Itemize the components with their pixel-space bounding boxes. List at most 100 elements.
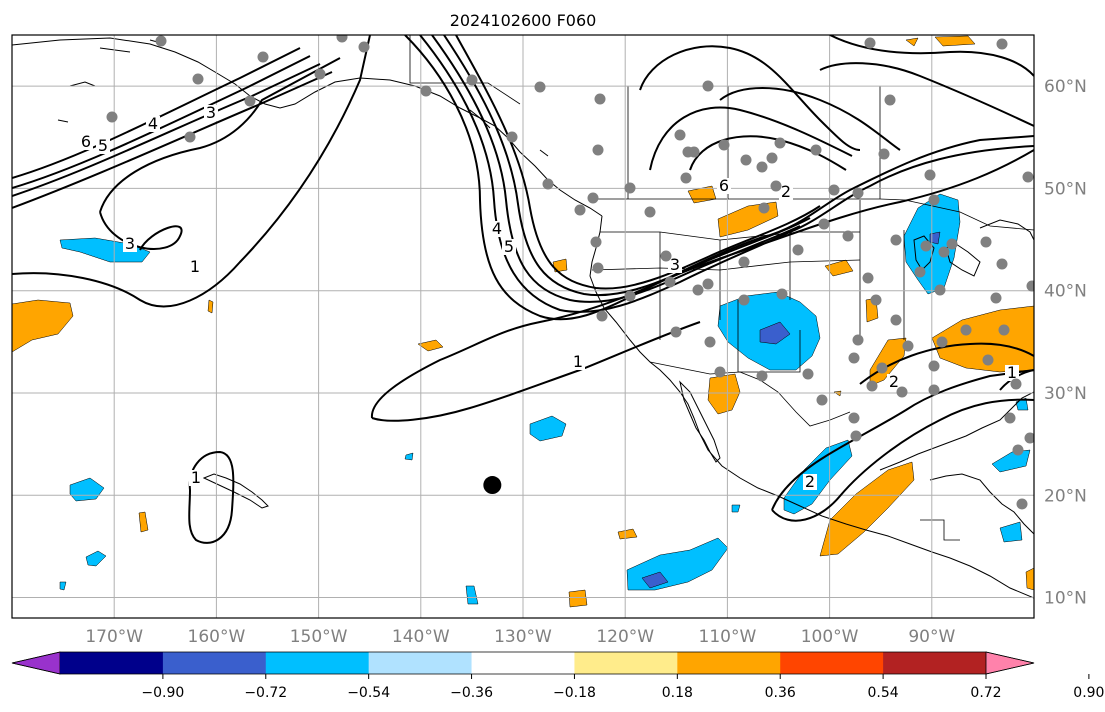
station-dot	[928, 360, 940, 372]
station-dot	[934, 284, 946, 296]
contour-label: 4	[148, 114, 158, 133]
station-dot	[155, 35, 167, 47]
station-dot	[884, 94, 896, 106]
station-dot	[420, 85, 432, 97]
station-dot	[878, 148, 890, 160]
colorbar-segment	[162, 652, 267, 674]
station-dot	[592, 262, 604, 274]
station-dot	[756, 370, 768, 382]
contour-label: 5	[98, 136, 108, 155]
colorbar-tick-label: 0.90	[1073, 685, 1104, 701]
colorbar-extend-high	[985, 651, 1035, 675]
contour-label-bg	[204, 105, 218, 121]
contour-label-bg	[188, 259, 202, 275]
station-dot	[850, 430, 862, 442]
colorbar-tick-label: 0.54	[868, 685, 899, 701]
station-dot	[257, 51, 269, 63]
colorbar-segment	[780, 652, 884, 674]
station-dot	[792, 244, 804, 256]
station-dot	[852, 187, 864, 199]
station-dot	[818, 218, 830, 230]
longitude-tick-label: 140°W	[392, 627, 450, 647]
station-dot	[506, 131, 518, 143]
station-dot	[624, 290, 636, 302]
station-dot	[1024, 432, 1034, 444]
station-dot	[770, 180, 782, 192]
station-dot	[920, 240, 932, 252]
latitude-tick-label: 20°N	[1044, 486, 1087, 506]
contour-label: 1	[1007, 363, 1017, 382]
station-dot	[1022, 171, 1034, 183]
contour-label-bg	[502, 239, 516, 255]
contour-label: 1	[190, 257, 200, 276]
station-dot	[192, 73, 204, 85]
station-dot	[982, 354, 994, 366]
colorbar-tick-label: 0.36	[765, 685, 796, 701]
graticule	[12, 35, 1034, 618]
colorbar-segment	[574, 652, 678, 674]
contour-label: 2	[889, 372, 899, 391]
contour-label: 3	[206, 103, 216, 122]
station-dot	[714, 366, 726, 378]
station-dot	[852, 334, 864, 346]
contours	[12, 35, 1034, 544]
station-dot	[756, 161, 768, 173]
station-dot	[244, 95, 256, 107]
station-dot	[670, 326, 682, 338]
station-dot	[766, 152, 778, 164]
contour-label: 5	[504, 237, 514, 256]
station-dot	[928, 384, 940, 396]
station-dot	[314, 68, 326, 80]
station-dot	[842, 230, 854, 242]
station-dot	[890, 234, 902, 246]
contour-label-bg	[189, 470, 203, 486]
latitude-tick-label: 60°N	[1044, 77, 1087, 97]
colorbar-segment	[60, 652, 164, 674]
station-dot	[688, 146, 700, 158]
contour-label-bg	[490, 221, 504, 237]
station-dot	[184, 131, 196, 143]
contour-label-bg	[123, 236, 137, 252]
station-dot	[1026, 280, 1034, 292]
station-dot	[704, 336, 716, 348]
station-dot	[980, 236, 992, 248]
contour-label: 1	[191, 468, 201, 487]
station-dot	[924, 169, 936, 181]
contour-label: 1	[573, 352, 583, 371]
station-dot	[946, 238, 958, 250]
colorbar-tick-label: 0.18	[662, 685, 693, 701]
station-dot	[896, 386, 908, 398]
station-dot	[574, 204, 586, 216]
contour-label: 4	[492, 219, 502, 238]
station-dot	[1004, 412, 1016, 424]
contour-label-bg	[571, 354, 585, 370]
location-marker	[483, 476, 502, 495]
contour-label-bg	[887, 374, 901, 390]
longitude-tick-label: 90°W	[908, 627, 955, 647]
station-dot	[542, 178, 554, 190]
contour-label-bg	[79, 134, 93, 150]
colorbar-tick-label: −0.90	[141, 685, 184, 701]
station-dot	[692, 284, 704, 296]
station-dot	[674, 129, 686, 141]
station-dot	[862, 272, 874, 284]
contour-label-bg	[779, 184, 793, 200]
station-dot	[590, 236, 602, 248]
contour-label: 2	[805, 472, 815, 491]
colorbar-tick-label: −0.18	[553, 685, 596, 701]
station-dot	[702, 80, 714, 92]
station-dot	[960, 324, 972, 336]
contour-label: 3	[125, 234, 135, 253]
colorbar-segment	[368, 652, 473, 674]
latitude-labels: 60°N 50°N 40°N 30°N 20°N 10°N	[1044, 77, 1087, 608]
colorbar-tick-label: 0.72	[970, 685, 1001, 701]
station-dot	[890, 314, 902, 326]
station-dot	[928, 194, 940, 206]
contour-label: 6	[719, 176, 729, 195]
longitude-labels: 170°W 160°W 150°W 140°W 130°W 120°W 110°W 100°W…	[85, 627, 955, 647]
station-dot	[902, 340, 914, 352]
station-dot	[810, 144, 822, 156]
station-dot	[996, 38, 1008, 50]
